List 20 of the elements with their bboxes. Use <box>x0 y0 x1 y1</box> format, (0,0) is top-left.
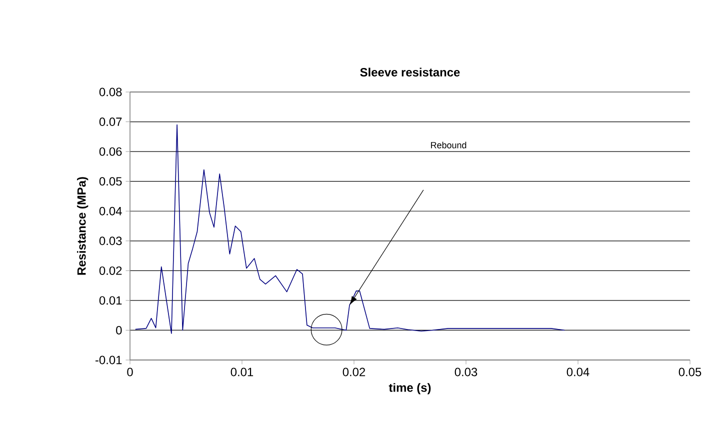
x-tick-label: 0 <box>127 368 133 376</box>
y-tick-label: 0.08 <box>99 88 122 96</box>
y-tick-label: 0.05 <box>99 177 122 186</box>
x-axis-title: time (s) <box>388 383 431 394</box>
y-tick-label: 0.06 <box>99 147 122 156</box>
y-tick-label: -0.01 <box>96 356 122 364</box>
x-tick-label: 0.04 <box>566 368 590 376</box>
y-tick-label: 0.07 <box>99 118 122 126</box>
x-tick-label: 0.05 <box>678 368 702 376</box>
y-tick-label: 0.03 <box>99 236 122 246</box>
y-tick-label: 0.02 <box>99 266 122 275</box>
chart-title: Sleeve resistance <box>360 68 460 76</box>
x-tick-label: 0.02 <box>342 368 366 376</box>
y-tick-label: 0.01 <box>99 296 122 305</box>
x-tick-label: 0.01 <box>230 368 254 376</box>
y-tick-label: 0 <box>116 326 122 334</box>
y-axis-title: Resistance (MPa) <box>77 177 88 275</box>
y-tick-label: 0.04 <box>99 206 122 216</box>
annotation: Rebound <box>431 142 466 148</box>
x-tick-label: 0.03 <box>454 368 478 376</box>
